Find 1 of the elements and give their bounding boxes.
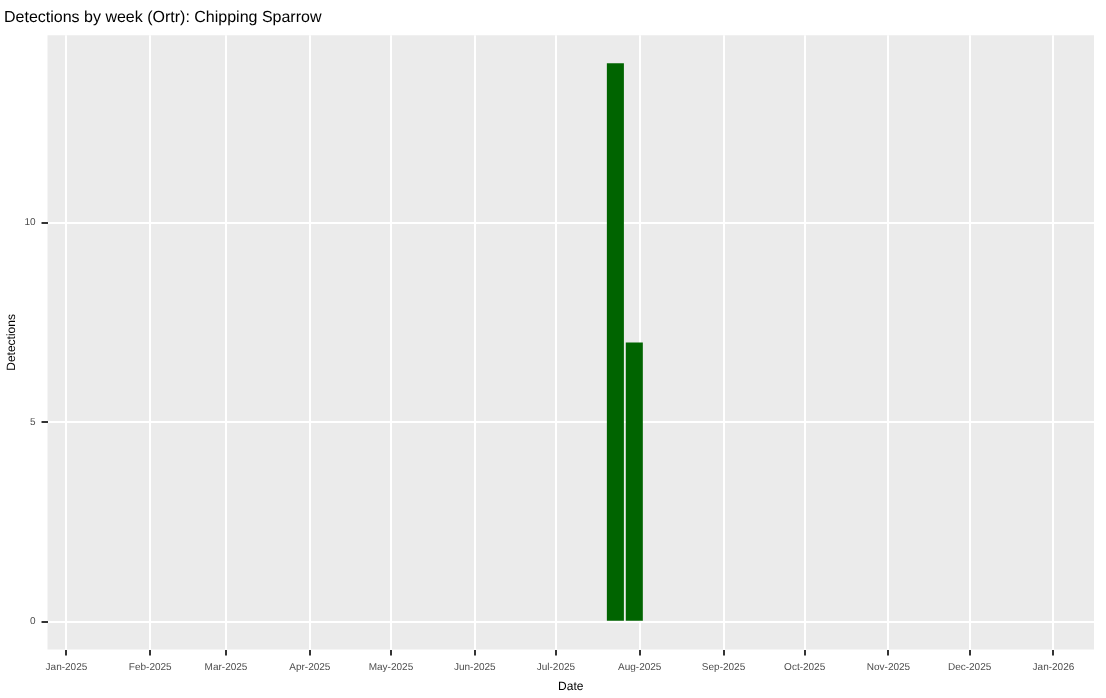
chart-title: Detections by week (Ortr): Chipping Sparrow (4, 8, 322, 27)
